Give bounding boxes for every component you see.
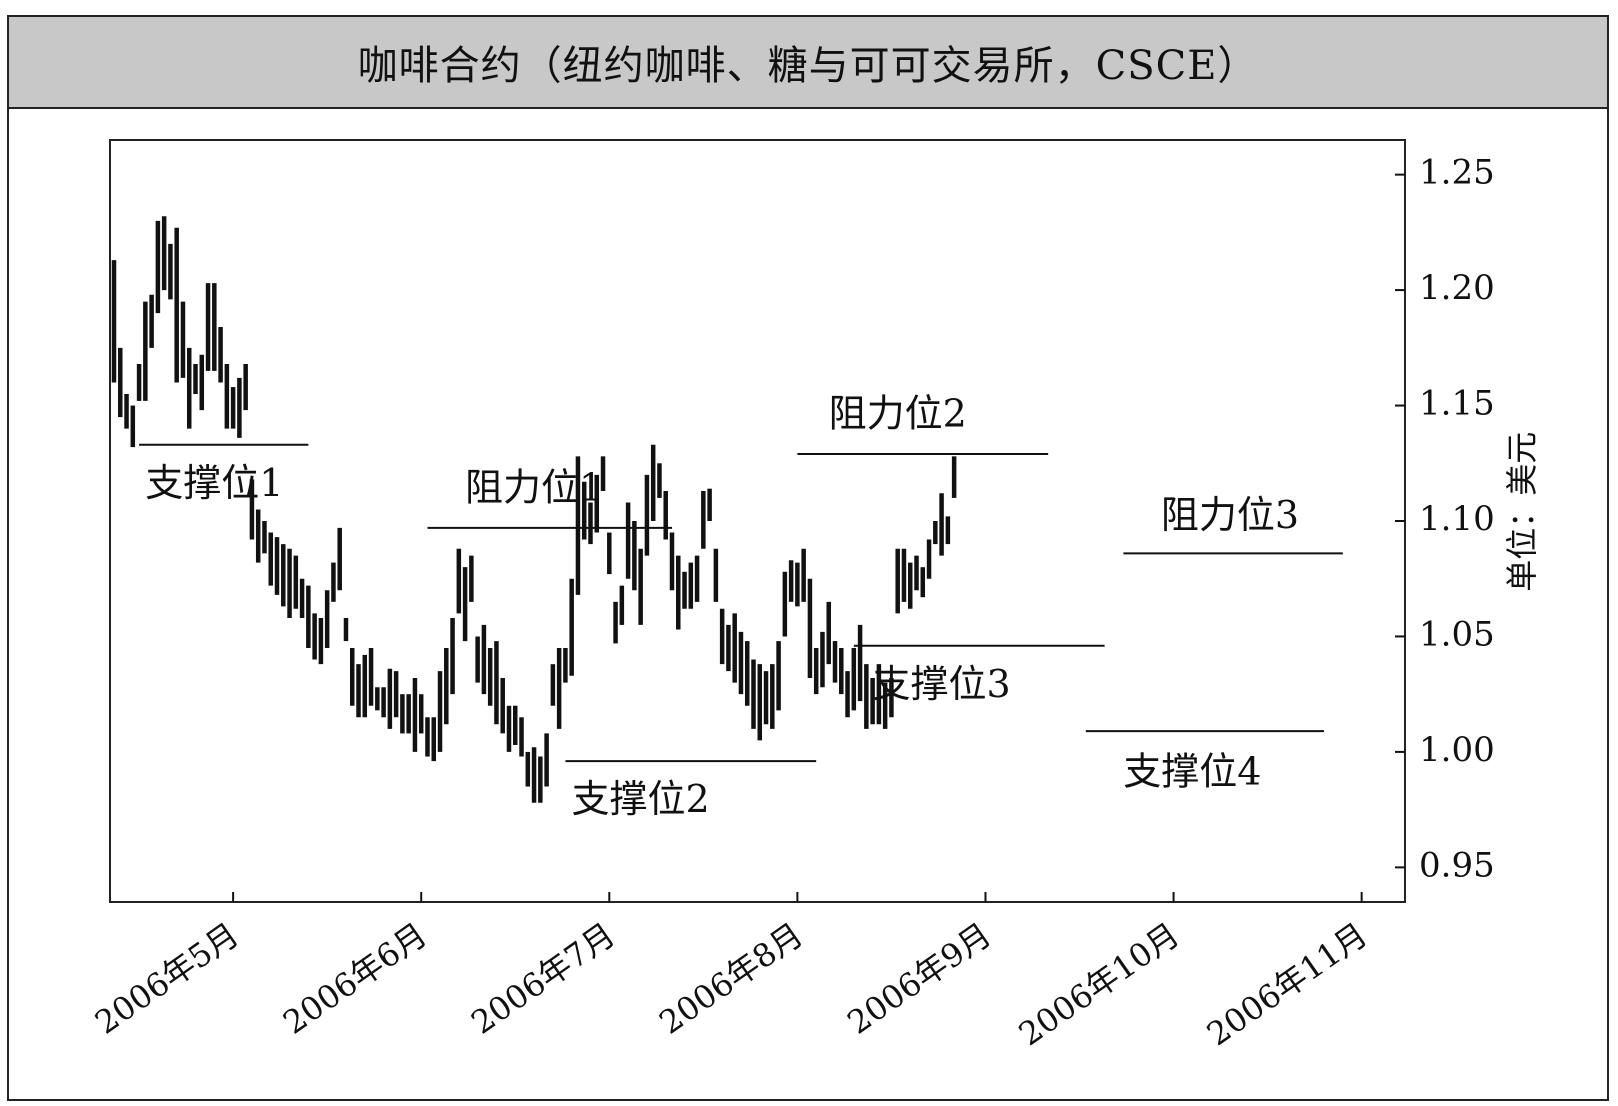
y-tick-label: 1.20 xyxy=(1419,268,1495,308)
y-tick-label: 1.00 xyxy=(1419,730,1495,770)
title-bar: 咖啡合约（纽约咖啡、糖与可可交易所，CSCE） xyxy=(9,17,1607,109)
level-line-label: 支撑位3 xyxy=(872,662,1010,706)
x-tick-label: 2006年7月 xyxy=(464,915,622,1041)
y-tick-label: 1.05 xyxy=(1419,614,1495,654)
x-tick-label: 2006年5月 xyxy=(88,915,246,1041)
level-line-label: 阻力位2 xyxy=(829,392,967,436)
x-tick-label: 2006年9月 xyxy=(840,915,998,1041)
level-line-label: 支撑位2 xyxy=(572,777,710,821)
price-bars xyxy=(111,216,957,803)
x-tick-label: 2006年11月 xyxy=(1200,915,1374,1053)
y-axis: 1.25 1.20 1.15 1.10 1.05 1.00 0.95 xyxy=(1395,153,1495,885)
y-tick-label: 0.95 xyxy=(1419,845,1495,885)
chart-frame: 咖啡合约（纽约咖啡、糖与可可交易所，CSCE） xyxy=(7,15,1609,1101)
chart-title: 咖啡合约（纽约咖啡、糖与可可交易所，CSCE） xyxy=(357,43,1259,89)
y-unit-label: 单位：美元 xyxy=(1503,432,1541,592)
level-line-label: 支撑位4 xyxy=(1123,750,1261,794)
x-tick-label: 2006年8月 xyxy=(652,915,810,1041)
y-tick-label: 1.10 xyxy=(1419,499,1495,539)
y-tick-label: 1.25 xyxy=(1419,153,1495,193)
x-tick-label: 2006年6月 xyxy=(276,915,434,1041)
x-axis: 2006年5月 2006年6月 2006年7月 2006年8月 2006年9月 2006年… xyxy=(88,892,1374,1053)
level-line-label: 阻力位3 xyxy=(1161,493,1299,537)
level-line-label: 阻力位1 xyxy=(465,465,603,509)
x-tick-label: 2006年10月 xyxy=(1012,915,1186,1053)
level-lines: 支撑位1 阻力位1 支撑位2 阻力位2 支撑位3 阻力位3 支撑位4 xyxy=(139,392,1343,821)
level-line-label: 支撑位1 xyxy=(145,461,283,505)
y-tick-label: 1.15 xyxy=(1419,384,1495,424)
